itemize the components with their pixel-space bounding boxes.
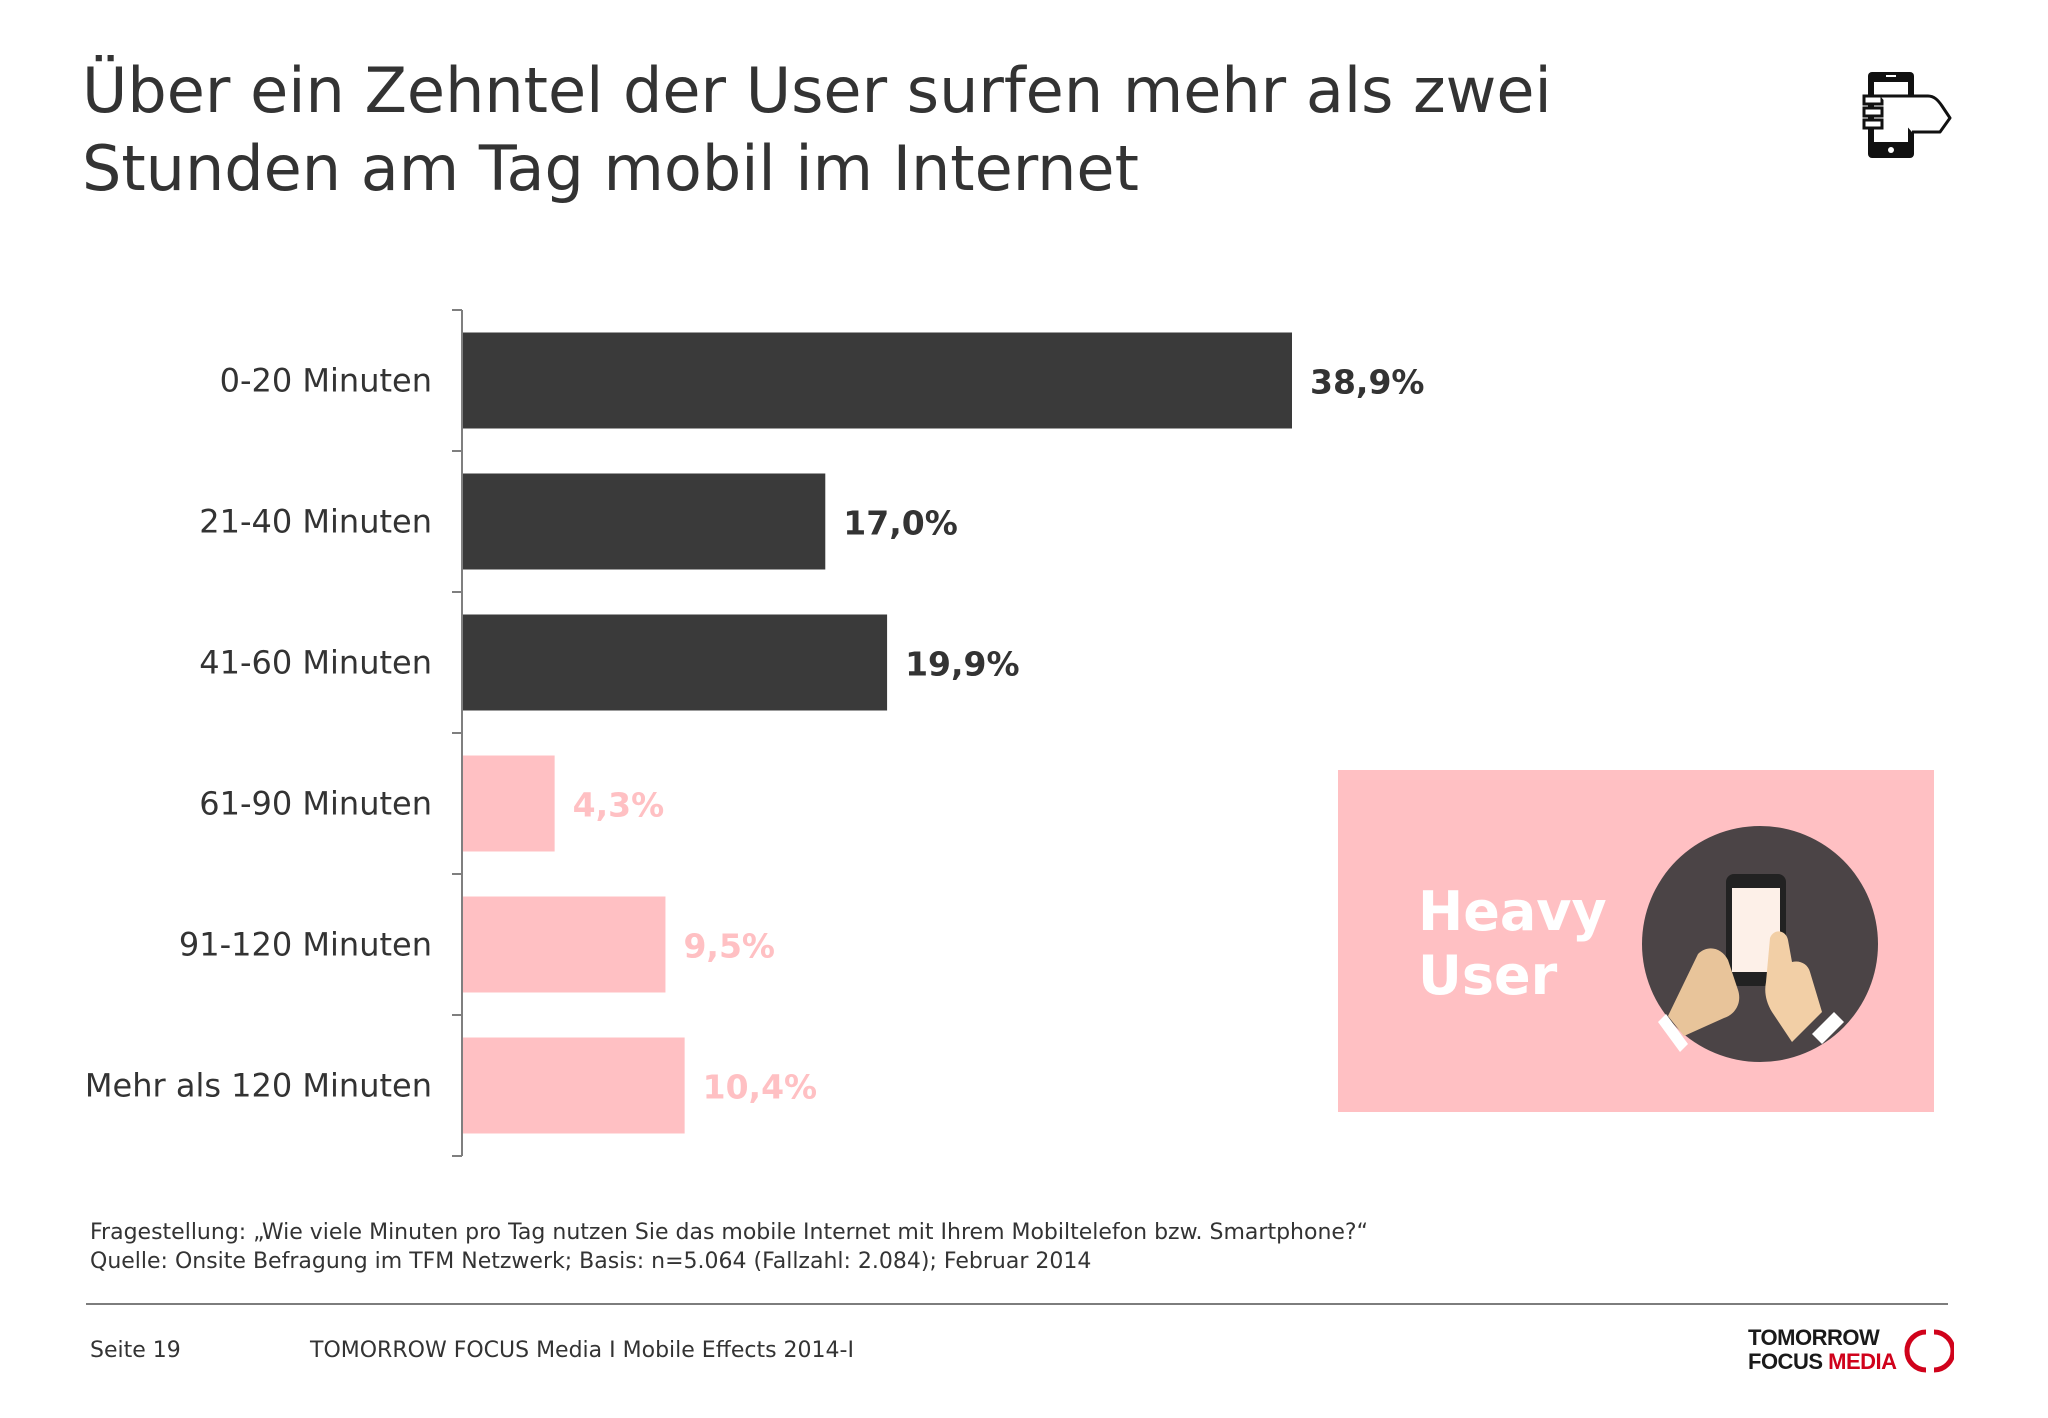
category-label: 21-40 Minuten [199,503,432,541]
bar [463,896,666,993]
page-number: Seite 19 [90,1338,181,1363]
minutes-bar-chart: 0-20 Minuten 21-40 Minuten 41-60 Minuten 61… [85,309,1425,1157]
footnote: Fragestellung: „Wie viele Minuten pro Ta… [90,1218,1690,1276]
heavy-user-label: Heavy User [1418,880,1638,1008]
footer-divider [86,1303,1948,1305]
heavy-user-callout: Heavy User [1338,770,1934,1112]
heavy-user-line-1: Heavy [1418,880,1607,943]
hands-holding-phone-icon [1642,826,1878,1062]
value-label: 17,0% [843,504,958,543]
value-label: 4,3% [573,786,665,825]
bar [463,1037,685,1134]
footnote-question: Fragestellung: „Wie viele Minuten pro Ta… [90,1220,1369,1245]
logo-line-1: TOMORROW [1748,1325,1880,1350]
category-label: 0-20 Minuten [220,362,432,400]
value-label: 38,9% [1310,363,1425,402]
category-label: 61-90 Minuten [199,785,432,823]
category-label: Mehr als 120 Minuten [85,1067,432,1105]
page-title-line-2: Stunden am Tag mobil im Internet [82,132,1139,205]
logo-mark-icon [1904,1329,1954,1373]
bar [463,473,826,570]
heavy-user-line-2: User [1418,944,1558,1007]
page-title: Über ein Zehntel der User surfen mehr al… [82,52,1682,208]
footnote-source: Quelle: Onsite Befragung im TFM Netzwerk… [90,1249,1092,1274]
category-label: 91-120 Minuten [179,926,432,964]
bar [463,614,888,711]
logo-line-2: FOCUS MEDIA [1748,1350,1897,1374]
value-label: 19,9% [905,645,1020,684]
bar [463,755,555,852]
logo-media: MEDIA [1828,1349,1897,1374]
footer-title: TOMORROW FOCUS Media I Mobile Effects 20… [310,1338,854,1363]
category-label: 41-60 Minuten [199,644,432,682]
smartphone-touch-icon [1862,72,1952,158]
company-logo: TOMORROW FOCUS MEDIA [1748,1326,1958,1376]
logo-focus: FOCUS [1748,1349,1829,1374]
value-label: 10,4% [703,1068,818,1107]
bar [463,332,1292,429]
page-title-line-1: Über ein Zehntel der User surfen mehr al… [82,54,1552,127]
value-label: 9,5% [683,927,775,966]
